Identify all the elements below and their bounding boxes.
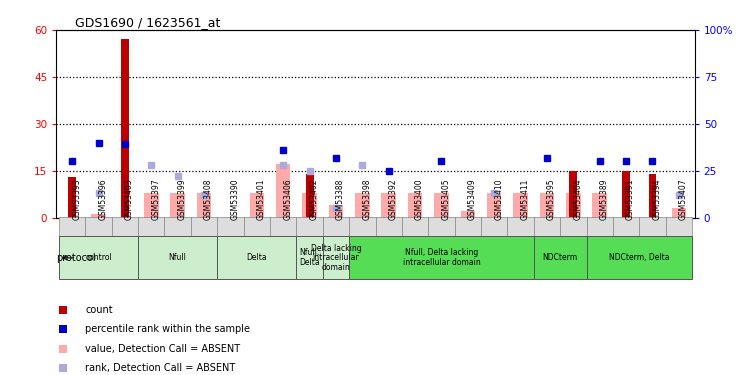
Bar bbox=[112, 217, 138, 276]
Text: GSM53398: GSM53398 bbox=[362, 179, 371, 220]
Text: GSM53396: GSM53396 bbox=[98, 179, 107, 220]
Text: GSM53391: GSM53391 bbox=[626, 179, 635, 220]
Bar bbox=[144, 192, 158, 217]
Bar bbox=[297, 217, 323, 276]
Text: GSM53403: GSM53403 bbox=[125, 179, 134, 220]
Bar bbox=[665, 217, 692, 276]
Bar bbox=[454, 217, 481, 276]
Bar bbox=[138, 236, 217, 279]
Text: GSM53408: GSM53408 bbox=[204, 179, 213, 220]
Text: Delta: Delta bbox=[246, 254, 267, 262]
Bar bbox=[540, 192, 554, 217]
Text: GSM53394: GSM53394 bbox=[653, 179, 662, 220]
Text: GSM53411: GSM53411 bbox=[520, 179, 529, 220]
Bar bbox=[639, 217, 665, 276]
Bar bbox=[434, 192, 448, 217]
Text: protocol: protocol bbox=[56, 253, 96, 263]
Bar bbox=[323, 236, 349, 279]
Text: GSM53400: GSM53400 bbox=[415, 179, 424, 220]
Bar bbox=[303, 192, 317, 217]
Bar bbox=[170, 192, 185, 217]
Bar bbox=[349, 217, 376, 276]
Bar bbox=[164, 217, 191, 276]
Text: GSM53397: GSM53397 bbox=[151, 179, 160, 220]
Bar bbox=[671, 208, 686, 218]
Text: value, Detection Call = ABSENT: value, Detection Call = ABSENT bbox=[85, 344, 240, 354]
Bar bbox=[428, 217, 454, 276]
Bar bbox=[622, 171, 630, 217]
Text: percentile rank within the sample: percentile rank within the sample bbox=[85, 324, 250, 334]
Text: GSM53405: GSM53405 bbox=[442, 179, 451, 220]
Text: GSM53389: GSM53389 bbox=[600, 179, 609, 220]
Bar bbox=[349, 236, 534, 279]
Bar bbox=[402, 217, 428, 276]
Text: GSM53402: GSM53402 bbox=[309, 179, 318, 220]
Text: GSM53392: GSM53392 bbox=[389, 179, 398, 220]
Bar bbox=[382, 192, 396, 217]
Bar bbox=[121, 39, 129, 218]
Bar bbox=[508, 217, 534, 276]
Bar bbox=[560, 217, 587, 276]
Text: count: count bbox=[85, 305, 113, 315]
Bar bbox=[587, 236, 692, 279]
Bar bbox=[217, 217, 243, 276]
Bar bbox=[460, 211, 475, 217]
Text: GSM53395: GSM53395 bbox=[547, 179, 556, 220]
Bar bbox=[243, 217, 270, 276]
Text: GSM53406: GSM53406 bbox=[283, 179, 292, 220]
Bar bbox=[376, 217, 402, 276]
Bar bbox=[323, 217, 349, 276]
Bar bbox=[487, 192, 502, 217]
Bar bbox=[569, 171, 578, 217]
Bar bbox=[534, 217, 560, 276]
Text: GSM53409: GSM53409 bbox=[468, 179, 477, 220]
Bar bbox=[534, 236, 587, 279]
Text: GSM53407: GSM53407 bbox=[679, 179, 688, 220]
Text: GSM53393: GSM53393 bbox=[72, 179, 81, 220]
Bar bbox=[408, 192, 422, 217]
Text: Nfull, Delta lacking
intracellular domain: Nfull, Delta lacking intracellular domai… bbox=[403, 249, 481, 267]
Text: control: control bbox=[85, 254, 112, 262]
Bar bbox=[355, 192, 369, 217]
Text: GDS1690 / 1623561_at: GDS1690 / 1623561_at bbox=[75, 16, 221, 29]
Bar bbox=[593, 192, 607, 217]
Text: GSM53410: GSM53410 bbox=[494, 179, 503, 220]
Bar bbox=[587, 217, 613, 276]
Bar bbox=[138, 217, 164, 276]
Text: NDCterm: NDCterm bbox=[542, 254, 578, 262]
Text: GSM53401: GSM53401 bbox=[257, 179, 266, 220]
Bar bbox=[566, 192, 581, 217]
Bar bbox=[68, 177, 76, 218]
Text: NDCterm, Delta: NDCterm, Delta bbox=[609, 254, 670, 262]
Bar bbox=[86, 217, 112, 276]
Text: Delta lacking
intracellular
domain: Delta lacking intracellular domain bbox=[311, 244, 361, 272]
Bar bbox=[249, 192, 264, 217]
Bar bbox=[59, 236, 138, 279]
Bar bbox=[613, 217, 639, 276]
Bar bbox=[217, 236, 297, 279]
Text: GSM53390: GSM53390 bbox=[231, 179, 240, 220]
Bar bbox=[306, 174, 313, 217]
Text: GSM53388: GSM53388 bbox=[336, 179, 345, 220]
Bar bbox=[92, 214, 106, 217]
Text: rank, Detection Call = ABSENT: rank, Detection Call = ABSENT bbox=[85, 363, 235, 372]
Text: Nfull: Nfull bbox=[169, 254, 186, 262]
Text: GSM53404: GSM53404 bbox=[573, 179, 582, 220]
Bar bbox=[270, 217, 297, 276]
Bar bbox=[59, 217, 86, 276]
Text: Nfull,
Delta: Nfull, Delta bbox=[299, 249, 320, 267]
Bar bbox=[297, 236, 323, 279]
Bar bbox=[514, 192, 528, 217]
Bar bbox=[197, 192, 211, 217]
Bar bbox=[191, 217, 217, 276]
Bar bbox=[329, 205, 343, 218]
Text: GSM53399: GSM53399 bbox=[178, 179, 187, 220]
Bar bbox=[276, 164, 291, 218]
Bar bbox=[481, 217, 508, 276]
Bar bbox=[649, 174, 656, 217]
